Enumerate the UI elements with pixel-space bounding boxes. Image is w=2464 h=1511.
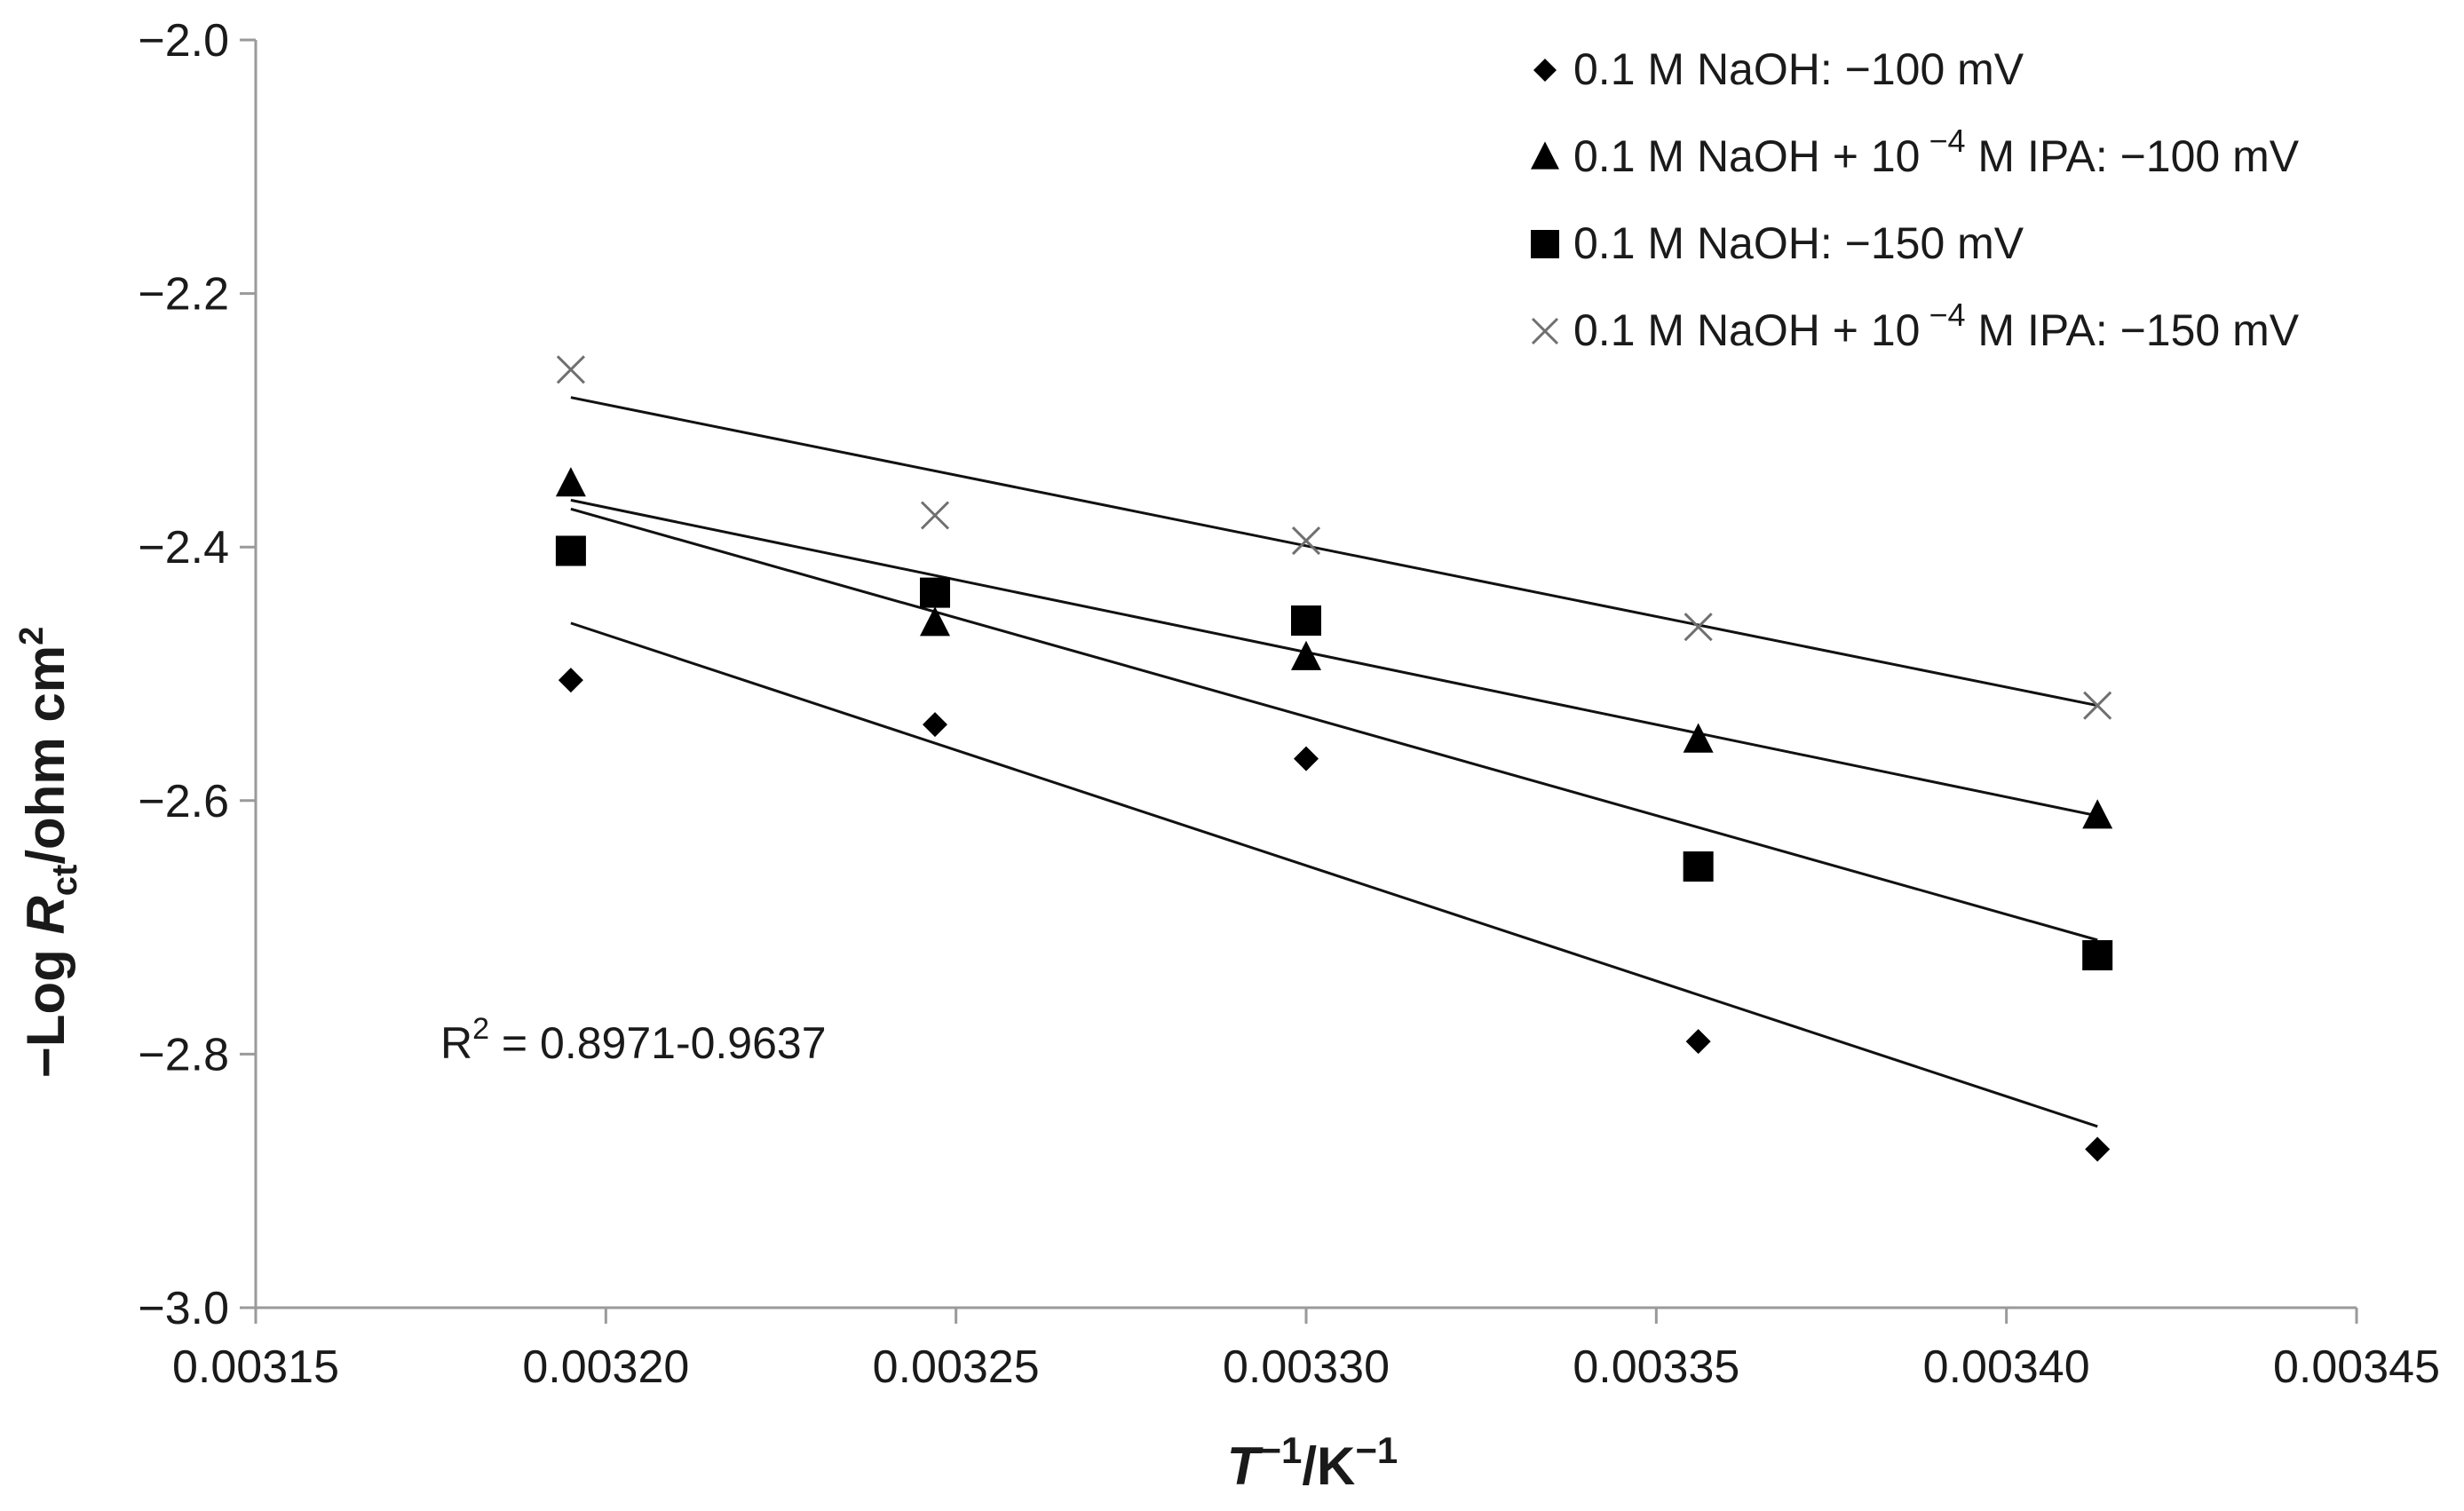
data-point-series-3 — [920, 577, 951, 608]
data-points — [555, 355, 2113, 1162]
legend-label-base: 0.1 M NaOH: −100 mV — [1573, 44, 2024, 94]
y-axis-title-sub: ct — [45, 865, 84, 897]
legend-marker-1 — [1533, 59, 1557, 82]
data-point-series-4 — [2083, 691, 2112, 720]
y-tick-label: −2.6 — [138, 776, 229, 827]
fit-lines — [570, 396, 2098, 1128]
y-axis-title: −Log Rct/ohm cm2 — [13, 627, 84, 1078]
legend-entry-3: 0.1 M NaOH: −150 mV — [1531, 218, 2024, 268]
y-axis-title-prefix: −Log — [16, 935, 75, 1079]
data-point-series-3 — [2082, 940, 2113, 971]
marker-x-stroke — [1531, 317, 1559, 345]
data-point-series-4 — [1291, 526, 1321, 556]
data-point-series-4 — [556, 355, 585, 384]
marker-x-stroke — [1684, 613, 1713, 642]
legend-marker-3 — [1531, 230, 1559, 258]
r-squared-annotation: R2 = 0.8971-0.9637 — [440, 1012, 827, 1068]
x-tick-label: 0.00345 — [2273, 1341, 2440, 1393]
legend-label-base: 0.1 M NaOH: −150 mV — [1573, 218, 2024, 268]
x-tick-label: 0.00330 — [1223, 1341, 1390, 1393]
y-axis-title-sup: 2 — [13, 627, 51, 645]
r-squared-value: = 0.8971-0.9637 — [489, 1018, 827, 1068]
data-point-series-1 — [558, 668, 583, 693]
data-point-series-1 — [923, 712, 948, 738]
data-point-series-1 — [1294, 746, 1319, 771]
marker-x-stroke — [556, 355, 585, 384]
x-axis-title-sup2: −1 — [1355, 1429, 1398, 1471]
r-squared-prefix: R — [440, 1018, 472, 1068]
data-point-series-2 — [1291, 640, 1321, 670]
data-point-series-4 — [920, 501, 950, 530]
data-point-series-1 — [2085, 1136, 2111, 1162]
y-axis-title-main: R — [16, 896, 75, 934]
data-point-series-2 — [555, 467, 586, 497]
x-axis-title-main: T — [1227, 1436, 1264, 1496]
marker-x-stroke — [2083, 691, 2112, 720]
marker-x-stroke — [1291, 526, 1321, 556]
data-point-series-3 — [1291, 605, 1321, 637]
data-point-series-3 — [555, 535, 586, 566]
data-point-series-2 — [1683, 723, 1714, 753]
data-point-series-3 — [1683, 851, 1714, 882]
legend-label-4: 0.1 M NaOH + 10 −4 M IPA: −150 mV — [1573, 297, 2300, 355]
data-point-series-2 — [2082, 799, 2113, 829]
marker-x-stroke — [920, 501, 950, 530]
ticks: −2.0 −2.2 −2.4 −2.6 −2.8 −3.0 0.00315 0.00320 0.… — [138, 15, 2440, 1393]
data-point-series-1 — [1685, 1029, 1711, 1055]
legend-marker-2 — [1531, 141, 1559, 170]
y-tick-label: −2.4 — [138, 522, 229, 574]
legend-label-exponent: −4 — [1920, 123, 1965, 159]
legend-entry-2: 0.1 M NaOH + 10 −4 M IPA: −100 mV — [1531, 123, 2300, 181]
fit-line-series-3 — [570, 507, 2098, 942]
y-tick-label: −2.8 — [138, 1029, 229, 1080]
data-point-series-2 — [920, 606, 951, 637]
x-axis-title: T−1/K−1 — [1227, 1429, 1398, 1496]
legend-label-2: 0.1 M NaOH + 10 −4 M IPA: −100 mV — [1573, 123, 2300, 181]
data-point-series-4 — [1684, 613, 1713, 642]
legend-label-exponent: −4 — [1920, 297, 1965, 333]
r-squared-sup: 2 — [472, 1012, 489, 1046]
fit-line-series-2 — [570, 498, 2098, 818]
y-tick-label: −3.0 — [138, 1283, 229, 1334]
legend-entry-1: 0.1 M NaOH: −100 mV — [1533, 44, 2024, 94]
legend-label-tail: M IPA: −150 mV — [1966, 305, 2300, 355]
x-axis-title-sup1: −1 — [1259, 1429, 1302, 1471]
fit-line-series-1 — [570, 621, 2098, 1128]
x-axis-title-unit: /K — [1302, 1436, 1355, 1496]
legend-label-3: 0.1 M NaOH: −150 mV — [1573, 218, 2024, 268]
legend: 0.1 M NaOH: −100 mV 0.1 M NaOH + 10 −4 M … — [1531, 44, 2300, 355]
y-tick-label: −2.0 — [138, 15, 229, 67]
x-tick-label: 0.00325 — [873, 1341, 1040, 1393]
x-tick-label: 0.00340 — [1923, 1341, 2090, 1393]
legend-marker-4 — [1531, 317, 1559, 345]
x-tick-label: 0.00315 — [172, 1341, 339, 1393]
legend-label-base: 0.1 M NaOH + 10 — [1573, 131, 1920, 181]
y-tick-label: −2.2 — [138, 269, 229, 320]
fit-line-series-4 — [570, 396, 2098, 708]
legend-label-1: 0.1 M NaOH: −100 mV — [1573, 44, 2024, 94]
x-tick-label: 0.00320 — [522, 1341, 689, 1393]
y-axis-title-unit: /ohm cm — [16, 645, 75, 865]
legend-label-base: 0.1 M NaOH + 10 — [1573, 305, 1920, 355]
legend-label-tail: M IPA: −100 mV — [1966, 131, 2300, 181]
x-tick-label: 0.00335 — [1573, 1341, 1739, 1393]
legend-entry-4: 0.1 M NaOH + 10 −4 M IPA: −150 mV — [1531, 297, 2300, 355]
